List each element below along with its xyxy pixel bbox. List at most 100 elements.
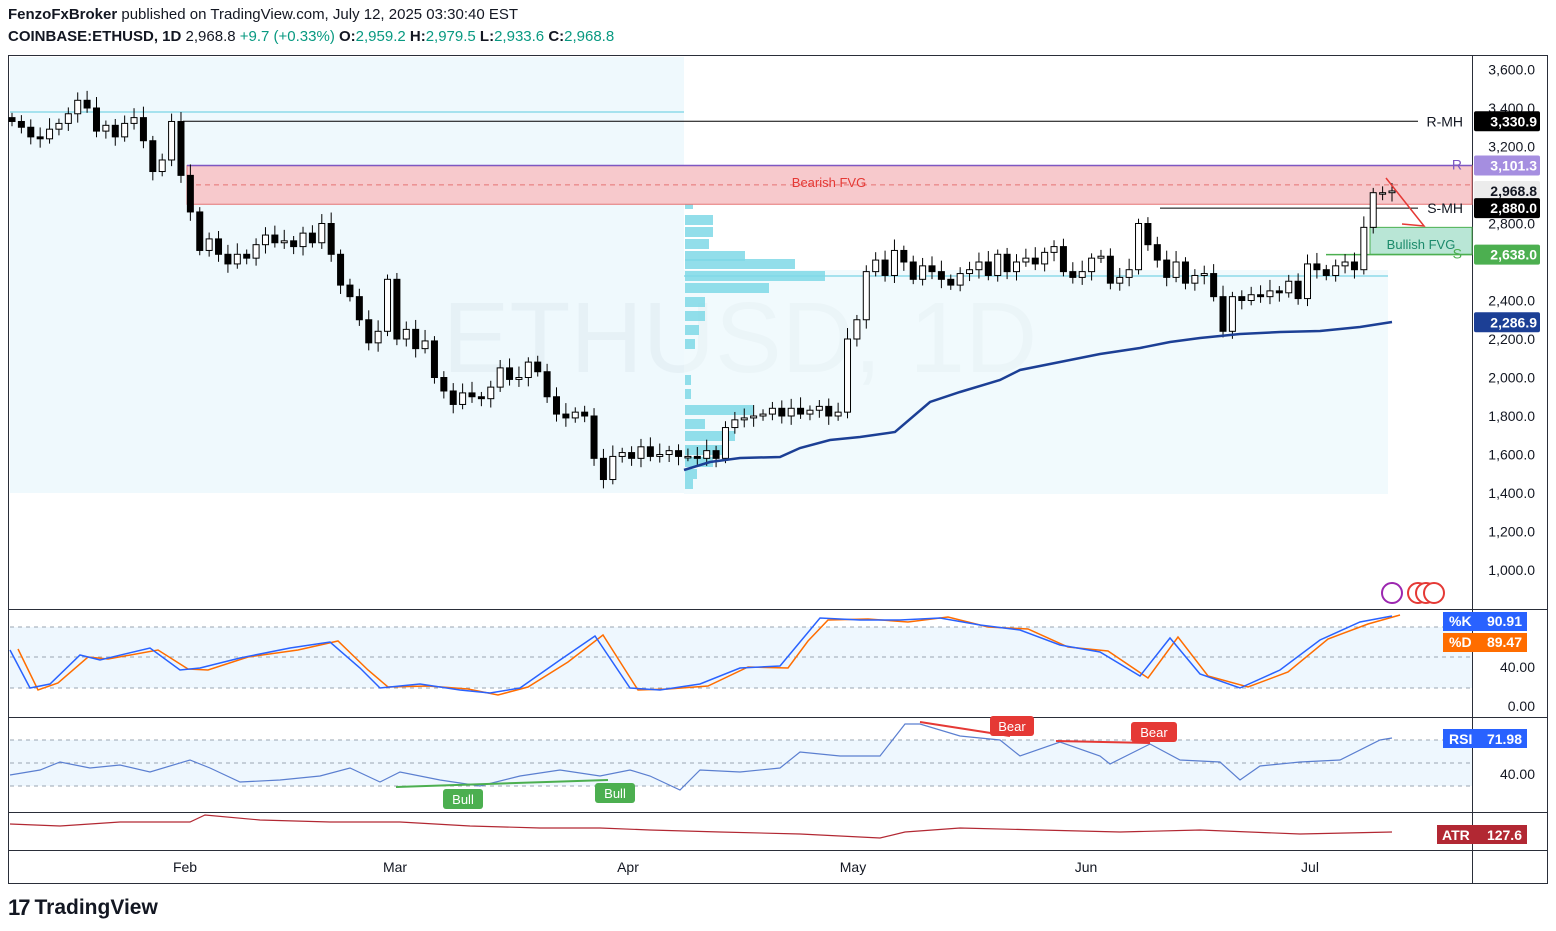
price-tick-label: 1,800.0: [1488, 408, 1535, 424]
candle-body: [768, 407, 776, 415]
candle: [515, 366, 523, 387]
symbol-label[interactable]: COINBASE:ETHUSD, 1D: [8, 28, 182, 45]
candle: [1041, 247, 1049, 272]
volume-profile-bar: [685, 325, 699, 335]
rsi-tick: 40.00: [1500, 766, 1535, 782]
candle-body: [609, 455, 617, 481]
candle: [684, 448, 692, 462]
candle-body: [459, 392, 467, 405]
candle-body: [92, 107, 100, 132]
candle-body: [440, 377, 448, 392]
candle: [872, 252, 880, 277]
price-tick-label: 2,200.0: [1488, 331, 1535, 347]
volume-profile-bar: [685, 469, 697, 479]
candle-body: [825, 405, 833, 417]
candle-body: [1050, 246, 1058, 253]
bearish-fvg-label: Bearish FVG: [792, 175, 866, 190]
price-label-box: [1474, 181, 1540, 202]
price-label-r-mh: 3,330.9: [1490, 113, 1537, 129]
s-label: S: [1453, 246, 1462, 262]
divergence-tag-label: Bear: [998, 719, 1026, 734]
candle-body: [215, 238, 223, 255]
price-label-ma: 2,286.9: [1490, 314, 1537, 330]
candle: [909, 255, 917, 285]
bull-divergence-line: [395, 779, 609, 788]
candle: [571, 407, 579, 423]
author[interactable]: FenzoFxBroker: [8, 6, 118, 23]
candle: [440, 371, 448, 399]
stoch-d-box: [1443, 633, 1527, 652]
candle: [290, 236, 298, 255]
candle: [581, 405, 589, 423]
candle-body: [111, 124, 119, 138]
candle-body: [55, 122, 63, 130]
time-axis-label: Jul: [1301, 859, 1319, 875]
candle-body: [1172, 261, 1180, 278]
candle: [1097, 249, 1105, 263]
candle: [1181, 257, 1189, 290]
candle-body: [224, 253, 232, 265]
candle: [966, 261, 974, 282]
candle-body: [562, 413, 570, 419]
candle-body: [844, 338, 852, 413]
candle-body: [797, 407, 805, 415]
candle: [449, 383, 457, 414]
divergence-tag: [595, 783, 635, 803]
candle-body: [721, 427, 729, 459]
candle: [618, 447, 626, 463]
time-axis-label: Jun: [1075, 859, 1098, 875]
candle: [543, 363, 551, 403]
candle: [552, 387, 560, 422]
candle-body: [703, 450, 711, 459]
candle-body: [1059, 246, 1067, 273]
candle: [130, 108, 138, 130]
volume-profile-bar: [685, 251, 745, 261]
candle: [975, 252, 983, 279]
open-label: O:: [338, 28, 356, 45]
candle-body: [1088, 257, 1096, 273]
candle-body: [1304, 263, 1312, 300]
price-tick-label: 3,200.0: [1488, 139, 1535, 155]
candle: [36, 127, 44, 148]
candle: [1135, 218, 1143, 275]
candle: [196, 207, 204, 256]
candle: [1341, 254, 1349, 274]
candle-body: [900, 249, 908, 263]
candle: [890, 239, 898, 283]
candle: [487, 380, 495, 408]
candle-body: [1332, 265, 1340, 276]
time-axis-label: Feb: [173, 859, 197, 875]
candle-body: [1069, 271, 1077, 278]
price-change: +9.7 (+0.33%): [239, 28, 335, 45]
candle: [468, 381, 476, 403]
publish-line: FenzoFxBroker published on TradingView.c…: [8, 4, 614, 26]
candle: [74, 92, 82, 123]
candle-body: [675, 450, 683, 457]
candle: [111, 118, 119, 146]
candle: [1379, 186, 1387, 201]
candle: [55, 118, 63, 136]
candle: [994, 249, 1002, 282]
candle: [337, 249, 345, 294]
candle-body: [534, 361, 542, 373]
price-label-s: 2,638.0: [1490, 247, 1537, 263]
candle: [102, 120, 110, 139]
candle-body: [1078, 271, 1086, 278]
candle: [797, 397, 805, 419]
candle: [412, 319, 420, 358]
candle: [844, 328, 852, 419]
atr-line: [9, 814, 1393, 839]
candle-body: [1294, 280, 1302, 300]
candle: [280, 229, 288, 249]
divergence-tag-label: Bull: [452, 792, 474, 807]
candle-body: [1012, 261, 1020, 273]
candle-body: [759, 413, 767, 417]
candle-body: [46, 128, 54, 140]
candle-body: [1341, 261, 1349, 267]
candle: [243, 249, 251, 265]
candle: [1322, 264, 1330, 281]
candle: [703, 439, 711, 466]
candle: [919, 257, 927, 286]
chart-header: FenzoFxBroker published on TradingView.c…: [8, 4, 614, 48]
